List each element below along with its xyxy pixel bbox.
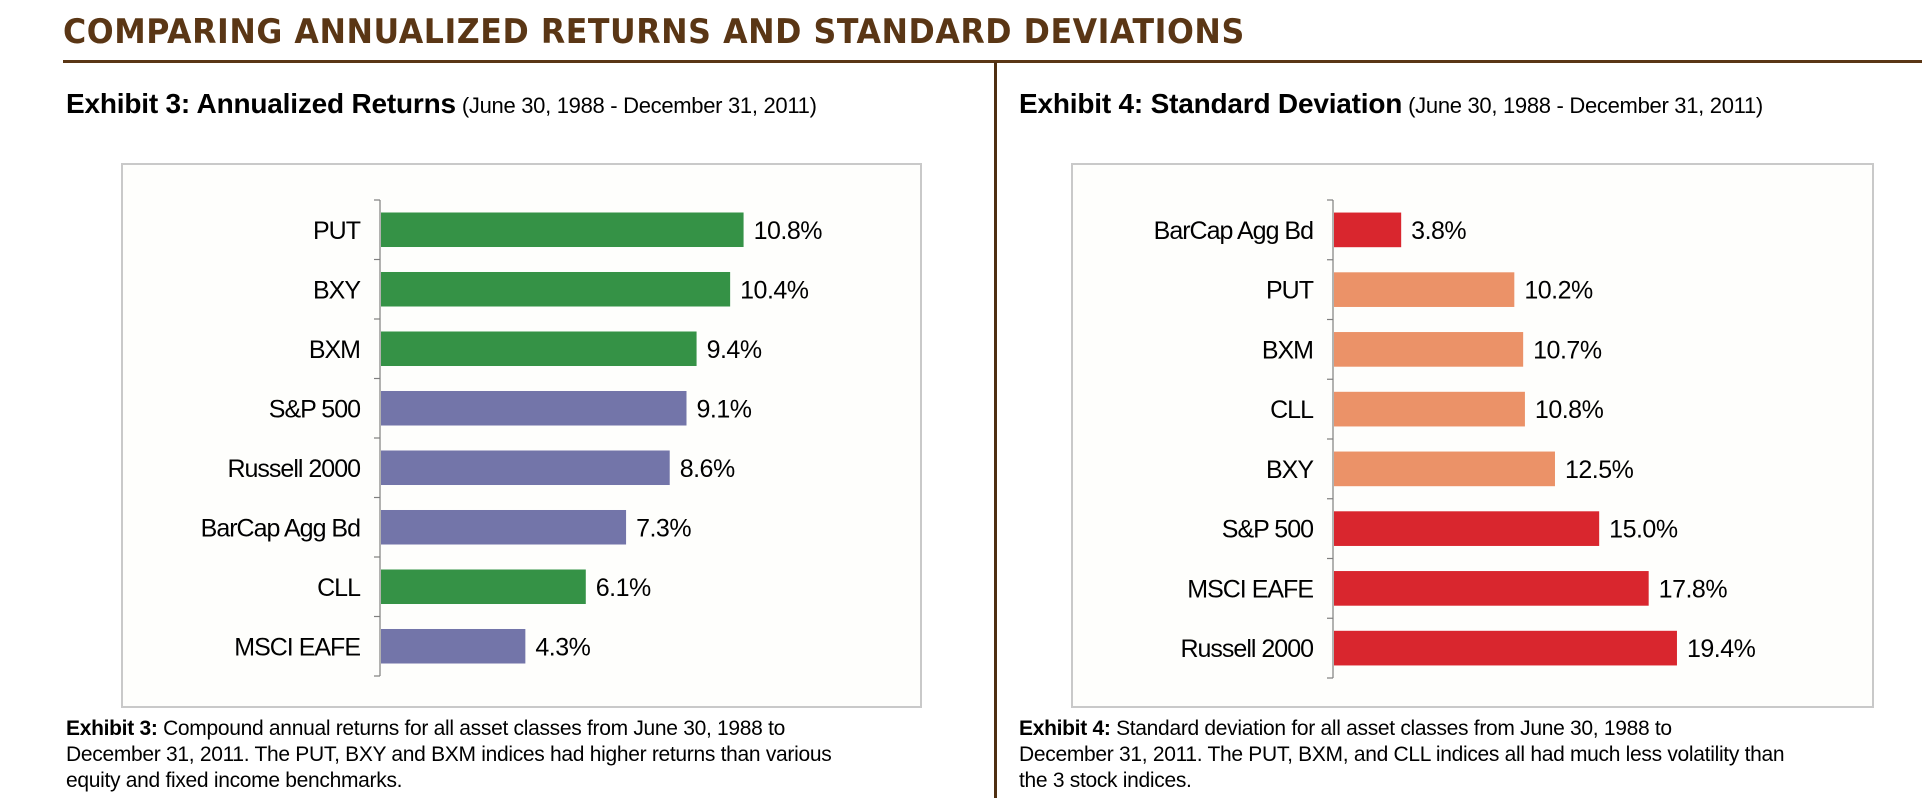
- bar: [381, 450, 670, 486]
- exhibit-3-heading: Exhibit 3: Annualized Returns (June 30, 1…: [66, 88, 817, 120]
- category-label: BXM: [309, 336, 360, 364]
- data-label: 8.6%: [680, 455, 735, 483]
- exhibit-4-title: Exhibit 4: Standard Deviation: [1019, 88, 1403, 119]
- exhibit-4-caption: Exhibit 4: Standard deviation for all as…: [1019, 716, 1919, 794]
- bar: [381, 509, 627, 545]
- annualized-returns-plot: PUT 10.8% BXY 10.4% BXM 9.4% S&P 500 9.1% Russel…: [201, 199, 823, 677]
- data-label: 17.8%: [1659, 575, 1728, 603]
- bar: [1334, 212, 1402, 248]
- category-label: S&P 500: [1222, 516, 1313, 544]
- caption-line: the 3 stock indices.: [1019, 769, 1192, 792]
- exhibit-3-period: (June 30, 1988 - December 31, 2011): [461, 93, 817, 118]
- bar: [1334, 630, 1677, 666]
- category-label: BXM: [1262, 336, 1313, 364]
- category-label: BarCap Agg Bd: [1154, 217, 1313, 245]
- bar: [1334, 332, 1524, 367]
- title-underline: [63, 60, 1922, 63]
- category-label: PUT: [313, 217, 361, 245]
- column-divider: [994, 62, 997, 798]
- data-label: 10.8%: [754, 217, 823, 245]
- exhibit-3-title: Exhibit 3: Annualized Returns: [66, 88, 456, 119]
- category-label: CLL: [317, 574, 361, 602]
- category-label: MSCI EAFE: [1187, 575, 1313, 603]
- category-label: BXY: [313, 276, 361, 304]
- caption-line: December 31, 2011. The PUT, BXY and BXM …: [66, 743, 832, 766]
- bar: [1334, 391, 1525, 427]
- data-label: 9.1%: [697, 395, 752, 423]
- data-label: 10.4%: [740, 276, 809, 304]
- category-label: BarCap Agg Bd: [201, 514, 360, 542]
- category-label: CLL: [1270, 396, 1314, 424]
- exhibit-4-heading: Exhibit 4: Standard Deviation (June 30, 1…: [1019, 88, 1763, 120]
- data-label: 6.1%: [596, 574, 651, 602]
- bar: [381, 569, 586, 605]
- data-label: 3.8%: [1411, 217, 1466, 245]
- data-label: 10.2%: [1524, 277, 1593, 305]
- data-label: 7.3%: [636, 514, 691, 542]
- exhibit-4-period: (June 30, 1988 - December 31, 2011): [1408, 93, 1763, 118]
- category-label: PUT: [1266, 277, 1314, 305]
- caption-line: equity and fixed income benchmarks.: [66, 769, 403, 792]
- data-label: 4.3%: [535, 633, 590, 661]
- bar: [1334, 511, 1600, 546]
- caption-line: Standard deviation for all asset classes…: [1116, 717, 1672, 740]
- bar: [381, 331, 697, 367]
- standard-deviation-chart: BarCap Agg Bd 3.8% PUT 10.2% BXM 10.7% CLL 10.8…: [1071, 163, 1874, 708]
- category-label: Russell 2000: [1180, 635, 1313, 663]
- bar: [1334, 571, 1649, 606]
- data-label: 19.4%: [1687, 635, 1756, 663]
- caption-line: December 31, 2011. The PUT, BXM, and CLL…: [1019, 743, 1785, 766]
- bar: [381, 390, 687, 426]
- data-label: 10.8%: [1535, 396, 1604, 424]
- exhibit-3-caption: Exhibit 3: Compound annual returns for a…: [66, 716, 966, 794]
- data-label: 10.7%: [1533, 336, 1602, 364]
- data-label: 15.0%: [1609, 516, 1678, 544]
- category-label: S&P 500: [269, 395, 360, 423]
- data-label: 12.5%: [1565, 456, 1634, 484]
- data-label: 9.4%: [707, 336, 762, 364]
- bar: [1334, 272, 1515, 307]
- caption-line: Compound annual returns for all asset cl…: [163, 717, 785, 740]
- bar: [1334, 451, 1555, 487]
- page-title: COMPARING ANNUALIZED RETURNS AND STANDAR…: [63, 12, 1245, 52]
- bar: [381, 271, 731, 307]
- annualized-returns-chart: PUT 10.8% BXY 10.4% BXM 9.4% S&P 500 9.1% Russel…: [121, 163, 922, 708]
- exhibit-4-caption-label: Exhibit 4:: [1019, 717, 1111, 740]
- bar: [381, 628, 526, 664]
- standard-deviation-plot: BarCap Agg Bd 3.8% PUT 10.2% BXM 10.7% CLL 10.8…: [1154, 199, 1756, 679]
- category-label: Russell 2000: [227, 455, 360, 483]
- bar: [381, 212, 744, 248]
- exhibit-3-caption-label: Exhibit 3:: [66, 717, 158, 740]
- category-label: BXY: [1266, 456, 1314, 484]
- category-label: MSCI EAFE: [234, 633, 360, 661]
